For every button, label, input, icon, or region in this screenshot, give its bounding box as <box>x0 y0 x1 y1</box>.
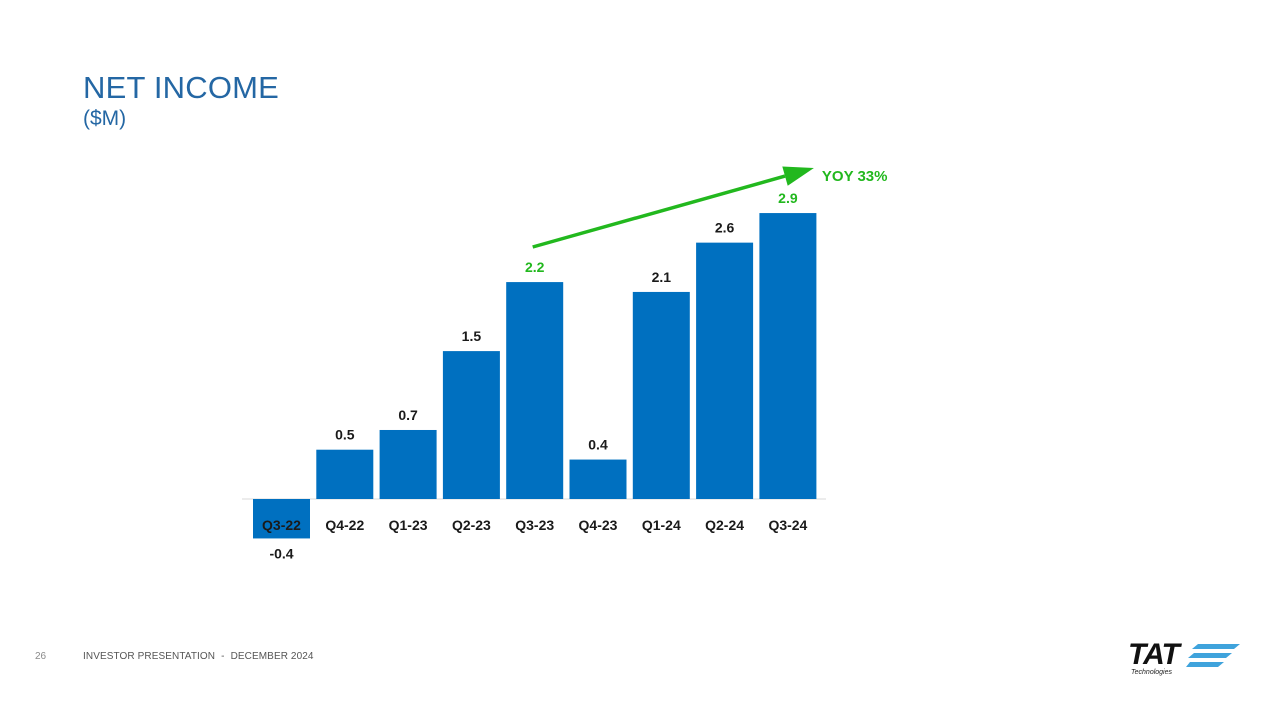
category-label-Q4-22: Q4-22 <box>325 517 364 533</box>
logo-tagline: Technologies <box>1131 669 1172 676</box>
category-label-Q1-23: Q1-23 <box>389 517 428 533</box>
footer-presentation: INVESTOR PRESENTATION <box>83 651 216 662</box>
bar-Q4-23 <box>569 459 627 499</box>
footer-date: DECEMBER 2024 <box>230 651 314 662</box>
value-label-Q2-23: 1.5 <box>462 328 482 344</box>
yoy-arrow-line <box>532 174 786 249</box>
value-label-Q3-22: -0.4 <box>269 545 293 561</box>
value-label-Q1-23: 0.7 <box>398 407 418 423</box>
value-label-Q1-24: 2.1 <box>652 269 672 285</box>
footer-separator: - <box>221 651 225 662</box>
category-label-Q3-24: Q3-24 <box>768 517 807 533</box>
tat-logo: TAT Technologies <box>1128 638 1240 680</box>
value-label-Q4-23: 0.4 <box>588 437 608 453</box>
bar-Q1-23 <box>379 429 437 499</box>
category-label-Q4-23: Q4-23 <box>579 517 618 533</box>
bar-Q2-24 <box>696 242 754 499</box>
category-label-Q2-24: Q2-24 <box>705 517 744 533</box>
logo-stripes-icon <box>1186 644 1240 667</box>
category-label-Q1-24: Q1-24 <box>642 517 681 533</box>
value-label-Q3-23: 2.2 <box>525 259 545 275</box>
bar-Q1-24 <box>632 291 690 499</box>
slide-title: NET INCOME <box>83 70 280 105</box>
bar-Q2-23 <box>442 351 500 499</box>
logo-wordmark: TAT <box>1128 638 1180 671</box>
bar-Q3-24 <box>759 213 817 499</box>
value-label-Q3-24: 2.9 <box>778 190 798 206</box>
footer-text: INVESTOR PRESENTATION - DECEMBER 2024 <box>83 651 314 662</box>
bar-Q4-22 <box>316 449 374 499</box>
value-label-Q2-24: 2.6 <box>715 220 735 236</box>
value-label-Q4-22: 0.5 <box>335 427 355 443</box>
bar-Q3-23 <box>506 282 564 499</box>
category-label-Q3-22: Q3-22 <box>262 517 301 533</box>
yoy-annotation-label: YOY 33% <box>822 168 888 185</box>
slide-subtitle: ($M) <box>83 107 127 130</box>
page-number: 26 <box>35 651 47 662</box>
category-label-Q3-23: Q3-23 <box>515 517 554 533</box>
yoy-arrow-head <box>782 166 814 186</box>
bar-Q3-22 <box>253 499 310 539</box>
category-label-Q2-23: Q2-23 <box>452 517 491 533</box>
